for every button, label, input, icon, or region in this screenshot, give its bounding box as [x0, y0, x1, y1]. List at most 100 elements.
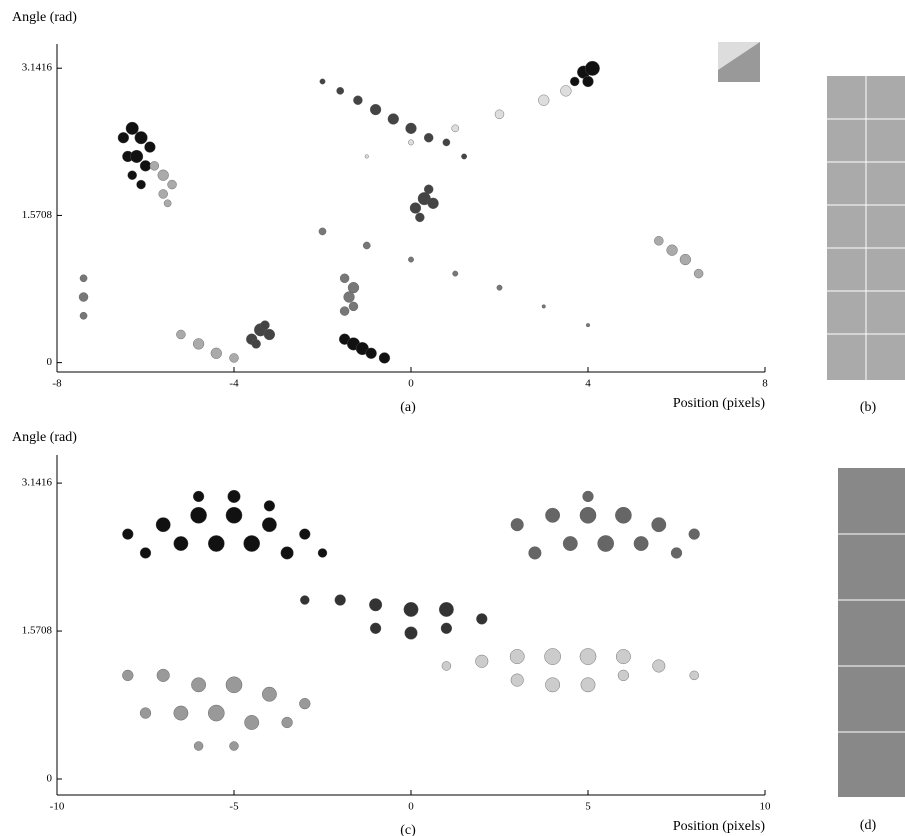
bubble [282, 717, 293, 728]
x-tick-label: 5 [585, 801, 591, 813]
bubble [405, 627, 418, 640]
bubble [511, 674, 524, 687]
x-tick-label: -5 [229, 801, 239, 813]
y-axis-label: Angle (rad) [12, 430, 77, 445]
bubble [545, 678, 559, 692]
bubble [340, 307, 349, 316]
bubble [150, 161, 159, 170]
y-tick-label: 0 [47, 773, 53, 785]
bubble [159, 189, 168, 198]
bubble [424, 133, 433, 142]
bubble [244, 535, 260, 551]
bubble [581, 678, 595, 692]
bubble [388, 114, 399, 125]
bubble [476, 655, 489, 668]
bubble [370, 623, 381, 634]
bubble [264, 500, 275, 511]
bubble [585, 61, 599, 75]
page: (b) (d) 01.57083.1416-8-4048Angle (rad)P… [0, 0, 905, 836]
bubble [191, 507, 207, 523]
bubble [228, 490, 241, 503]
x-tick-label: -8 [52, 378, 62, 390]
bubble [495, 110, 504, 119]
y-tick-label: 3.1416 [22, 477, 53, 489]
bubble [164, 200, 171, 207]
bubble [538, 95, 549, 106]
bubble [560, 85, 571, 96]
bubble [680, 254, 691, 265]
bubble [264, 329, 275, 340]
bubble [340, 274, 349, 283]
panel-label: (b) [860, 400, 877, 415]
bubble [300, 596, 309, 605]
y-tick-label: 1.5708 [22, 625, 53, 637]
bubble [690, 671, 699, 680]
bubble [598, 535, 614, 551]
bubble [439, 602, 453, 616]
bubble [542, 305, 546, 309]
bubble [408, 257, 413, 262]
bubble [406, 123, 417, 134]
bubble [365, 155, 369, 159]
bubble [79, 293, 88, 302]
bubble [452, 125, 459, 132]
bubble [230, 742, 239, 751]
bubble [348, 282, 359, 293]
x-axis-label: Position (pixels) [673, 819, 766, 834]
bubble [208, 535, 224, 551]
panel-label: (d) [860, 818, 877, 833]
bubble [335, 595, 346, 606]
bubble [337, 87, 344, 94]
bubble [140, 548, 151, 559]
bubble [145, 142, 156, 153]
bubble [137, 180, 146, 189]
bubble [615, 507, 631, 523]
bubble [122, 670, 133, 681]
bubble [369, 598, 382, 611]
bubble [570, 77, 579, 86]
bubble [299, 698, 310, 709]
bubble [80, 275, 87, 282]
x-tick-label: -4 [229, 378, 239, 390]
bubble [262, 687, 276, 701]
bubble [353, 96, 362, 105]
y-axis-label: Angle (rad) [12, 10, 77, 25]
bubble [510, 649, 524, 663]
bubble [497, 285, 502, 290]
bubble [441, 623, 452, 634]
bubble [652, 517, 666, 531]
bubble [176, 330, 185, 339]
bubble [443, 139, 450, 146]
bubble [583, 76, 594, 87]
bubble [408, 140, 413, 145]
x-tick-label: 0 [408, 378, 414, 390]
bubble [529, 547, 542, 560]
bubble [140, 708, 151, 719]
bubble [318, 548, 327, 557]
bubble [563, 536, 577, 550]
bubble [476, 613, 487, 624]
bubble [157, 669, 170, 682]
bubble [168, 180, 177, 189]
bubble [424, 185, 433, 194]
bubble [191, 678, 205, 692]
bubble [226, 677, 242, 693]
bubble [174, 706, 188, 720]
bubble [428, 198, 439, 209]
bubble [694, 269, 703, 278]
bubble [618, 670, 629, 681]
bubble [262, 517, 276, 531]
x-tick-label: 4 [585, 378, 591, 390]
bubble [366, 348, 377, 359]
x-tick-label: 10 [760, 801, 772, 813]
bubble [616, 649, 630, 663]
bubble [545, 508, 559, 522]
bubble [653, 660, 666, 673]
bubble [349, 302, 358, 311]
y-tick-label: 1.5708 [22, 209, 53, 221]
bubble [156, 517, 170, 531]
bubble [461, 154, 466, 159]
bubble [80, 312, 87, 319]
bubble [404, 602, 418, 616]
bubble [379, 353, 390, 364]
